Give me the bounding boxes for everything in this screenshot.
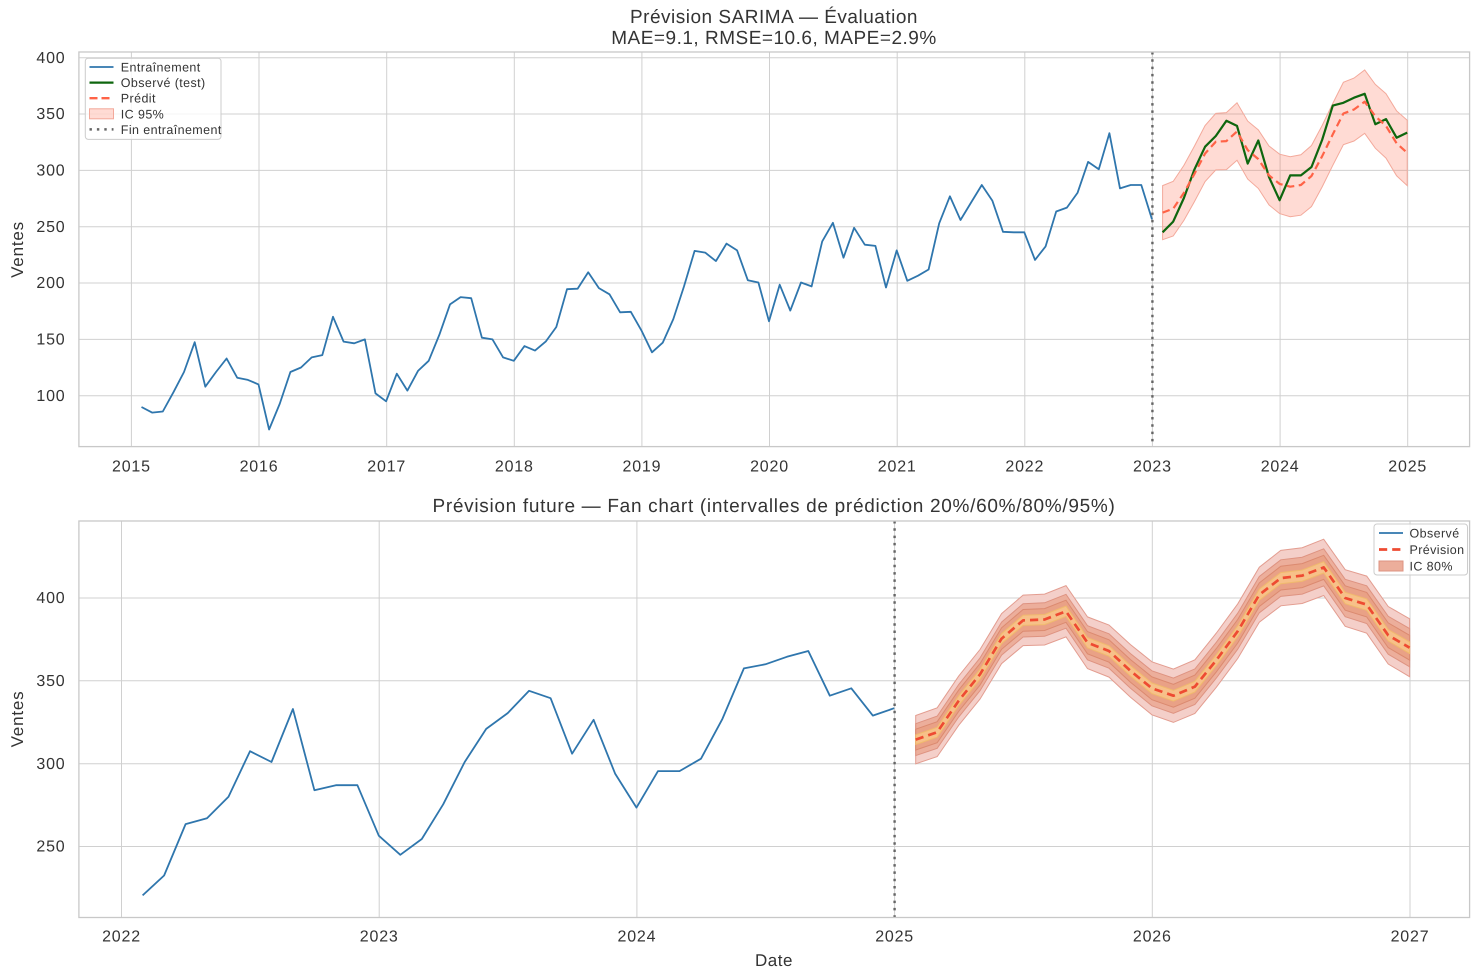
svg-text:100: 100	[36, 388, 65, 405]
svg-text:300: 300	[36, 756, 65, 773]
svg-text:400: 400	[36, 590, 65, 607]
svg-text:2020: 2020	[750, 459, 789, 476]
svg-text:2023: 2023	[1133, 459, 1172, 476]
svg-text:Prévision SARIMA — Évaluation: Prévision SARIMA — Évaluation	[630, 6, 918, 28]
svg-text:Ventes: Ventes	[8, 221, 27, 278]
svg-text:Date: Date	[755, 951, 793, 970]
svg-text:250: 250	[36, 839, 65, 856]
svg-text:350: 350	[36, 673, 65, 690]
svg-text:150: 150	[36, 332, 65, 349]
svg-text:2023: 2023	[360, 929, 399, 946]
svg-text:Observé (test): Observé (test)	[121, 76, 206, 90]
svg-text:2025: 2025	[875, 929, 914, 946]
svg-text:200: 200	[36, 275, 65, 292]
svg-text:300: 300	[36, 163, 65, 180]
svg-text:2025: 2025	[1388, 459, 1427, 476]
svg-text:MAE=9.1, RMSE=10.6, MAPE=2.9%: MAE=9.1, RMSE=10.6, MAPE=2.9%	[611, 28, 937, 49]
svg-text:2024: 2024	[618, 929, 657, 946]
svg-text:2024: 2024	[1261, 459, 1300, 476]
svg-text:Fin entraînement: Fin entraînement	[121, 123, 222, 137]
svg-text:Prévision: Prévision	[1410, 543, 1465, 557]
svg-text:2021: 2021	[878, 459, 917, 476]
svg-text:Entraînement: Entraînement	[121, 61, 201, 75]
svg-text:250: 250	[36, 219, 65, 236]
svg-text:Prédit: Prédit	[121, 92, 156, 106]
svg-text:Observé: Observé	[1410, 527, 1460, 541]
svg-text:IC 95%: IC 95%	[121, 107, 164, 121]
svg-text:2015: 2015	[112, 459, 151, 476]
svg-text:2022: 2022	[1005, 459, 1044, 476]
svg-text:2022: 2022	[102, 929, 141, 946]
svg-text:Ventes: Ventes	[8, 691, 27, 748]
svg-text:2016: 2016	[240, 459, 279, 476]
svg-text:400: 400	[36, 50, 65, 67]
svg-text:2027: 2027	[1391, 929, 1430, 946]
svg-text:2019: 2019	[623, 459, 662, 476]
svg-text:2018: 2018	[495, 459, 534, 476]
svg-text:2017: 2017	[367, 459, 406, 476]
svg-text:Prévision future — Fan chart (: Prévision future — Fan chart (intervalle…	[433, 496, 1116, 517]
svg-text:IC 80%: IC 80%	[1410, 560, 1453, 574]
svg-text:350: 350	[36, 106, 65, 123]
svg-text:2026: 2026	[1133, 929, 1172, 946]
